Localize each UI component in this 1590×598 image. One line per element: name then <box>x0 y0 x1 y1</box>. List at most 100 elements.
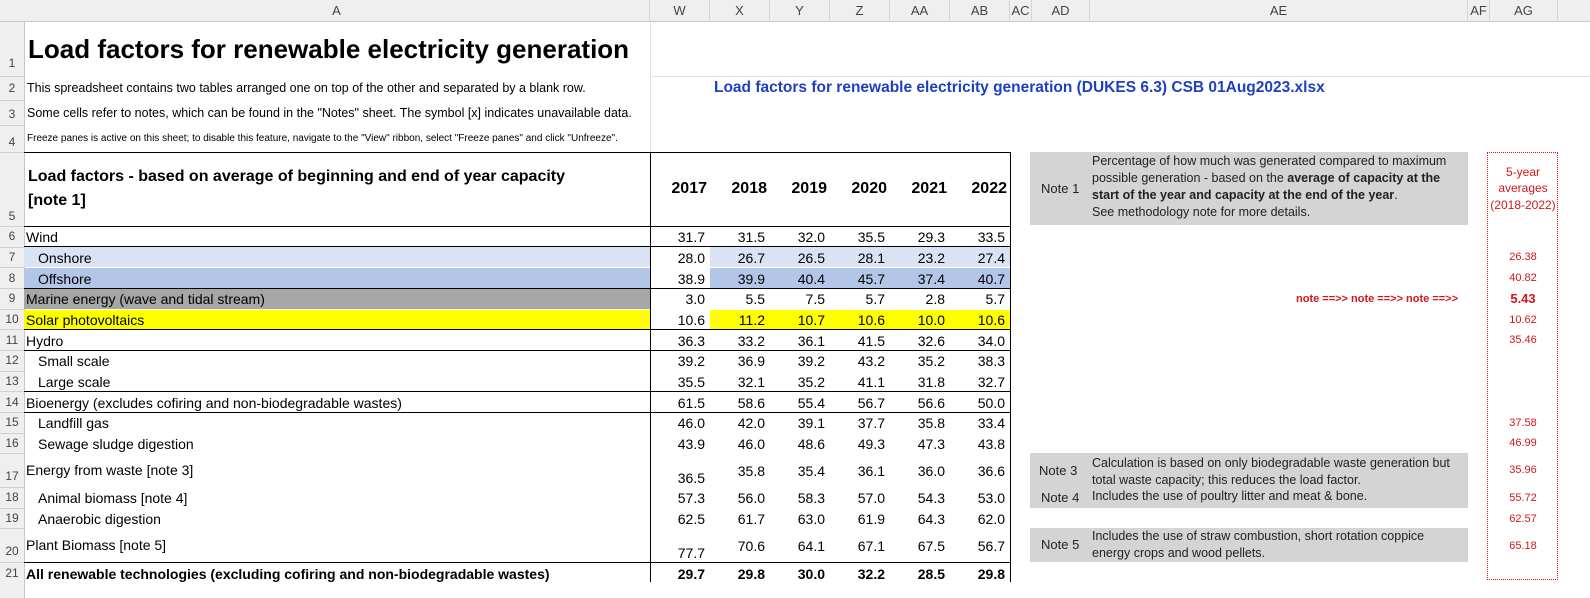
column-header-ab[interactable]: AB <box>950 0 1010 22</box>
row-header[interactable]: 5 <box>8 209 16 223</box>
value-cell: 36.1 <box>797 333 825 349</box>
table-header-line-1: Load factors - based on average of begin… <box>28 168 566 185</box>
column-header-y[interactable]: Y <box>770 0 830 22</box>
table-right-line <box>1010 152 1011 582</box>
row-label-large-scale: Large scale <box>38 374 111 390</box>
row-header[interactable]: 4 <box>8 135 16 149</box>
row-header[interactable]: 9 <box>8 291 16 305</box>
row-header[interactable]: 11 <box>5 333 19 347</box>
row-header[interactable]: 20 <box>5 544 19 558</box>
year-header: 2018 <box>731 180 767 197</box>
solar-row-fill <box>24 310 650 329</box>
value-cell: 36.0 <box>917 463 945 479</box>
row-header[interactable]: 10 <box>5 312 19 326</box>
value-cell: 31.7 <box>677 229 705 245</box>
onshore-row-fill <box>24 247 650 267</box>
note-3-key: Note 3 <box>1039 463 1078 478</box>
row-header[interactable]: 15 <box>5 415 19 429</box>
row-header[interactable]: 7 <box>8 250 16 264</box>
note-1-text-part: . <box>1394 188 1398 202</box>
value-cell: 41.1 <box>857 374 885 390</box>
value-cell: 56.0 <box>737 490 765 506</box>
year-header: 2019 <box>791 180 827 197</box>
column-header-w[interactable]: W <box>650 0 710 22</box>
row-header[interactable]: 8 <box>8 271 16 285</box>
row-header[interactable]: 14 <box>5 395 19 409</box>
row-header[interactable]: 18 <box>5 490 19 504</box>
row-header[interactable]: 3 <box>8 107 16 121</box>
hydro-bottom-border <box>24 350 1010 351</box>
value-cell: 34.0 <box>977 333 1005 349</box>
column-header-ac[interactable]: AC <box>1010 0 1032 22</box>
note-1-key: Note 1 <box>1041 181 1080 196</box>
column-header-aa[interactable]: AA <box>890 0 950 22</box>
file-link[interactable]: Load factors for renewable electricity g… <box>714 79 1325 96</box>
gridline-row1 <box>650 76 1590 77</box>
column-header-a[interactable]: A <box>24 0 650 22</box>
value-cell: 54.3 <box>917 490 945 506</box>
note-4-text: Includes the use of poultry litter and m… <box>1092 489 1368 503</box>
value-cell: 35.5 <box>677 374 705 390</box>
column-header-x[interactable]: X <box>710 0 770 22</box>
row-header[interactable]: 17 <box>5 469 19 483</box>
column-header-af[interactable]: AF <box>1468 0 1490 22</box>
note-1-text-part: possible generation - based on the <box>1092 171 1288 185</box>
cell-A1[interactable] <box>24 22 650 76</box>
value-cell: 62.0 <box>977 511 1005 527</box>
value-cell: 49.3 <box>857 436 885 452</box>
average-value: 10.62 <box>1509 314 1537 326</box>
table-left-line <box>650 152 651 582</box>
row-header[interactable]: 2 <box>8 81 16 95</box>
value-cell: 50.0 <box>977 395 1005 411</box>
value-cell: 10.6 <box>977 312 1005 328</box>
averages-box <box>1487 152 1558 580</box>
row-label-wind: Wind <box>26 229 58 245</box>
value-cell: 35.5 <box>857 229 885 245</box>
row-header[interactable]: 13 <box>5 374 19 388</box>
column-header-z[interactable]: Z <box>830 0 890 22</box>
row-header[interactable]: 19 <box>5 511 19 525</box>
value-cell: 37.4 <box>917 271 945 287</box>
value-cell: 46.0 <box>737 436 765 452</box>
value-cell: 42.0 <box>737 415 765 431</box>
row-label-efw: Energy from waste [note 3] <box>26 462 194 478</box>
header-bottom-border <box>24 226 1010 227</box>
row-label-landfill: Landfill gas <box>38 415 109 431</box>
note-5-key: Note 5 <box>1041 537 1080 552</box>
column-header-ad[interactable]: AD <box>1032 0 1090 22</box>
value-cell: 47.3 <box>917 436 945 452</box>
value-cell: 10.7 <box>797 312 825 328</box>
year-header: 2022 <box>971 180 1007 197</box>
value-cell: 32.6 <box>917 333 945 349</box>
year-header: 2020 <box>851 180 887 197</box>
note-3-text: Calculation is based on only biodegradab… <box>1092 455 1466 489</box>
value-cell: 32.0 <box>797 229 825 245</box>
value-cell: 33.2 <box>737 333 765 349</box>
row-header[interactable]: 16 <box>5 436 19 450</box>
row-label-marine: Marine energy (wave and tidal stream) <box>26 291 265 307</box>
value-cell: 67.5 <box>917 538 945 554</box>
value-cell: 77.7 <box>677 545 705 561</box>
value-cell: 58.3 <box>797 490 825 506</box>
row-header[interactable]: 6 <box>8 229 16 243</box>
value-cell: 39.2 <box>797 353 825 369</box>
value-cell: 5.7 <box>865 291 885 307</box>
value-cell: 36.6 <box>977 463 1005 479</box>
value-cell: 33.4 <box>977 415 1005 431</box>
value-cell: 7.5 <box>805 291 825 307</box>
average-value: 35.46 <box>1509 334 1537 346</box>
average-value: 62.57 <box>1509 513 1537 525</box>
row-header[interactable]: 1 <box>8 56 16 70</box>
column-header-ag[interactable]: AG <box>1490 0 1558 22</box>
year-header: 2017 <box>671 180 707 197</box>
value-cell: 36.9 <box>737 353 765 369</box>
row-label-animal: Animal biomass [note 4] <box>38 490 188 506</box>
column-header-ae[interactable]: AE <box>1090 0 1468 22</box>
value-cell: 10.6 <box>677 312 705 328</box>
row-label-hydro: Hydro <box>26 333 64 349</box>
value-cell: 32.2 <box>857 566 885 582</box>
row-header[interactable]: 12 <box>5 353 19 367</box>
row-header[interactable]: 21 <box>5 566 19 580</box>
value-cell: 58.6 <box>737 395 765 411</box>
value-cell: 39.1 <box>797 415 825 431</box>
